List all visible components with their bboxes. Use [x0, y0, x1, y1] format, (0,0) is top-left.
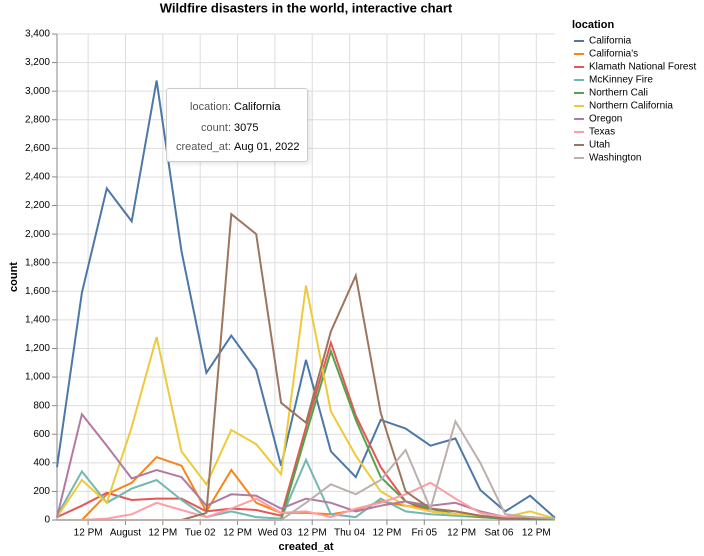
series-line [57, 481, 556, 521]
legend-label: California [589, 36, 632, 47]
series-line [57, 212, 555, 521]
chart-title: Wildfire disasters in the world, interac… [160, 0, 453, 15]
series-line [57, 418, 556, 521]
legend-label: Texas [589, 127, 615, 138]
legend-title: location [572, 19, 614, 31]
y-tick-label: 1,600 [25, 286, 50, 297]
y-tick-label: 2,800 [25, 114, 50, 125]
y-tick-label: 1,000 [25, 372, 50, 383]
tooltip-row: count: 3075 [167, 122, 307, 136]
x-tick-label: 12 PM [74, 528, 103, 539]
tooltip-row: location: California [167, 101, 307, 115]
y-tick-label: 2,600 [25, 143, 50, 154]
legend-label: Northern California [589, 101, 673, 112]
y-tick-label: 1,200 [25, 343, 50, 354]
y-tick-label: 2,000 [25, 229, 50, 240]
legend-label: Northern Cali [589, 88, 648, 99]
y-tick-label: 2,200 [25, 200, 50, 211]
y-tick-label: 2,400 [25, 172, 50, 183]
y-tick-label: 3,000 [25, 86, 50, 97]
x-tick-label: 12 PM [148, 528, 177, 539]
x-tick-label: Thu 04 [334, 528, 366, 539]
tooltip-key: location: [190, 101, 231, 113]
legend-label: Oregon [589, 114, 622, 125]
y-tick-label: 800 [33, 400, 50, 411]
tooltip-key: created_at: [175, 141, 231, 153]
y-tick-label: 600 [33, 429, 50, 440]
tooltip: location: California count: 3075 created_a… [166, 88, 308, 162]
x-tick-label: 12 PM [447, 528, 476, 539]
x-tick-label: 12 PM [223, 528, 252, 539]
y-tick-label: 1,800 [25, 257, 50, 268]
series-line [56, 80, 556, 519]
y-tick-label: 200 [33, 486, 50, 497]
legend-label: McKinney Fire [589, 75, 653, 86]
tooltip-row: created_at: Aug 01, 2022 [167, 141, 307, 155]
y-axis-title: count [8, 262, 20, 292]
x-tick-label: 12 PM [372, 528, 401, 539]
tooltip-value: 3075 [234, 122, 259, 134]
x-tick-label: 12 PM [298, 528, 327, 539]
legend-label: Utah [589, 140, 610, 151]
x-tick-label: Wed 03 [258, 528, 293, 539]
legend-label: Washington [589, 153, 641, 164]
tooltip-value: Aug 01, 2022 [234, 141, 300, 153]
legend-label: Klamath National Forest [589, 62, 696, 73]
y-tick-label: 3,400 [25, 29, 50, 40]
series-line [56, 339, 555, 520]
y-tick-label: 3,200 [25, 57, 50, 68]
x-tick-label: Tue 02 [185, 528, 216, 539]
y-tick-label: 400 [33, 457, 50, 468]
x-axis-title: created_at [278, 541, 333, 553]
x-tick-label: Fri 05 [411, 528, 437, 539]
y-tick-label: 1,400 [25, 315, 50, 326]
x-tick-label: Sat 06 [485, 528, 514, 539]
legend-label: California's [589, 49, 638, 60]
tooltip-value: California [234, 101, 281, 113]
x-tick-label: 12 PM [522, 528, 551, 539]
x-tick-label: August [110, 528, 141, 539]
tooltip-key: count: [201, 122, 231, 134]
y-tick-label: 0 [44, 515, 50, 526]
